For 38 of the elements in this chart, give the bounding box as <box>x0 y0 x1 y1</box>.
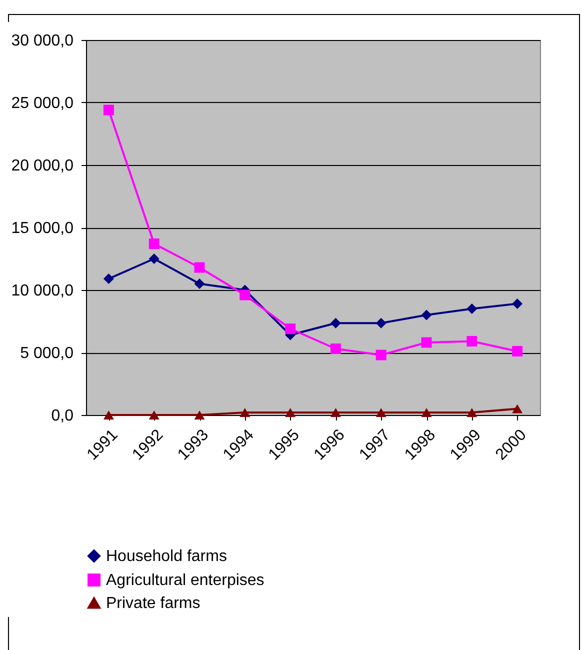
point <box>194 278 205 289</box>
point <box>285 324 296 334</box>
legend-label: Agricultural enterpises <box>106 572 264 589</box>
point <box>466 304 478 314</box>
point <box>421 310 432 320</box>
point <box>376 318 386 328</box>
point <box>466 336 478 346</box>
point <box>330 344 341 354</box>
y-tick-label: 25 000,0 <box>11 95 74 112</box>
y-tick-label: 5 000,0 <box>20 345 74 362</box>
point <box>512 404 523 414</box>
point <box>103 104 114 116</box>
point <box>148 238 160 249</box>
point <box>240 290 250 300</box>
y-tick-label: 30 000,0 <box>11 32 74 50</box>
point <box>421 408 432 418</box>
y-tick-label: 20 000,0 <box>11 158 74 174</box>
point <box>512 298 523 309</box>
point <box>376 350 386 360</box>
point <box>103 274 114 284</box>
point <box>194 410 205 420</box>
legend-label: Private farms <box>106 595 200 612</box>
y-tick-label: 10 000,0 <box>11 282 74 300</box>
point <box>103 410 114 420</box>
y-tick-label: 15 000,0 <box>11 220 74 237</box>
point <box>330 318 341 328</box>
point <box>240 408 250 418</box>
legend-label: Household farms <box>106 548 227 565</box>
point <box>194 262 205 273</box>
point <box>330 408 341 418</box>
y-tick-label: 0,0 <box>51 408 74 424</box>
point <box>148 410 160 420</box>
point <box>466 408 478 418</box>
point <box>285 408 296 418</box>
point <box>376 408 386 418</box>
point <box>148 254 160 264</box>
point <box>512 346 523 356</box>
point <box>421 337 432 348</box>
